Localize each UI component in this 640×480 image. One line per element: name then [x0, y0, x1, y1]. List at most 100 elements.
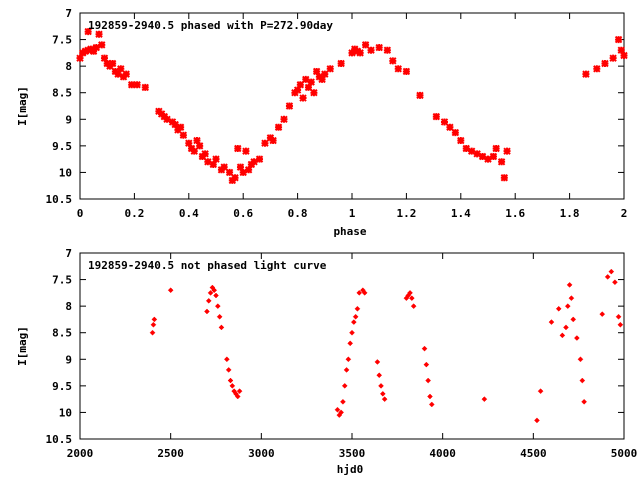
data-point	[307, 78, 315, 86]
data-point	[446, 123, 454, 131]
data-point	[478, 152, 487, 161]
data-point	[141, 83, 149, 92]
data-point	[428, 401, 435, 408]
data-point	[225, 367, 232, 373]
data-point	[608, 268, 615, 275]
data-point	[548, 319, 555, 325]
data-point	[356, 49, 364, 57]
x-tick-label: 2000	[67, 447, 94, 460]
plot-frame	[79, 12, 625, 200]
data-point	[615, 313, 622, 320]
y-ticks: 7 7.5 8 8.5 9 9.5 10 10.5	[46, 7, 624, 206]
x-tick-label: 4500	[520, 447, 547, 460]
data-point	[350, 319, 357, 325]
unphased-light-curve-panel: 7 7.5 8 8.5 9 9.5 10 10.5 2000 2500 3000 3500 4000 4…	[16, 247, 637, 476]
x-tick-label: 1.6	[505, 207, 525, 220]
data-point	[299, 94, 307, 102]
data-point	[127, 81, 136, 89]
data-point	[149, 329, 156, 336]
data-point	[489, 152, 498, 161]
data-point	[242, 147, 250, 155]
data-point	[440, 118, 449, 126]
x-tick-label: 2500	[157, 447, 184, 460]
x-tick-label: 0	[77, 207, 84, 220]
data-point	[423, 361, 430, 368]
data-point	[304, 83, 313, 92]
data-point	[345, 356, 352, 363]
y-tick-label: 7.5	[52, 274, 72, 287]
data-point	[212, 155, 220, 163]
data-point	[573, 335, 580, 341]
data-point	[334, 406, 341, 413]
data-point	[92, 43, 101, 52]
data-point	[462, 144, 470, 153]
x-ticks: 2000 2500 3000 3500 4000 4500 5000	[67, 253, 637, 460]
data-point	[389, 57, 397, 65]
x-tick-label: 0.2	[124, 207, 144, 220]
data-point	[213, 292, 219, 299]
data-point	[568, 295, 575, 302]
data-point	[617, 321, 624, 328]
data-point	[410, 303, 417, 309]
y-tick-label: 8	[65, 300, 72, 313]
y-tick-label: 7	[65, 247, 72, 260]
y-tick-label: 7.5	[52, 34, 72, 47]
data-point	[321, 70, 329, 78]
data-point	[481, 396, 488, 402]
data-point	[239, 168, 247, 177]
data-point	[171, 120, 179, 129]
plot-frame	[79, 252, 625, 440]
data-point	[383, 46, 392, 54]
x-tick-label: 1	[349, 207, 356, 220]
data-point	[176, 123, 185, 131]
x-ticks: 0 0.2 0.4 0.6 0.8 1 1.2 1.4 1.6 1.8 2	[77, 13, 627, 220]
data-point	[326, 65, 334, 73]
data-point	[207, 290, 214, 296]
data-point	[348, 49, 356, 57]
x-axis-label: phase	[333, 225, 366, 238]
data-point	[467, 147, 476, 155]
data-point	[609, 54, 617, 62]
y-tick-label: 8	[65, 60, 72, 73]
data-point	[457, 136, 465, 145]
data-point	[250, 158, 258, 166]
x-tick-label: 0.4	[179, 207, 199, 220]
data-point	[218, 324, 225, 331]
x-tick-label: 1.4	[451, 207, 471, 220]
data-point	[227, 377, 234, 384]
data-point	[234, 393, 241, 400]
data-point	[381, 396, 388, 402]
data-point	[361, 41, 370, 49]
data-point	[361, 290, 368, 296]
data-point	[201, 150, 209, 158]
data-point	[108, 59, 117, 68]
data-point	[285, 102, 294, 110]
data-point	[432, 112, 441, 121]
data-point	[193, 136, 201, 145]
x-tick-label: 4000	[429, 447, 456, 460]
data-point	[425, 377, 432, 384]
data-point	[349, 329, 355, 336]
data-point	[211, 287, 218, 294]
data-point	[151, 316, 158, 323]
data-point	[421, 345, 428, 352]
data-point	[354, 305, 361, 312]
data-point	[559, 332, 566, 339]
data-point	[76, 54, 84, 62]
data-point	[352, 313, 359, 320]
data-point	[231, 174, 239, 182]
data-points	[76, 27, 628, 185]
data-point	[229, 383, 236, 389]
data-point	[220, 163, 228, 171]
data-point	[204, 308, 210, 315]
data-point	[367, 46, 375, 54]
data-point	[340, 398, 346, 405]
data-point	[296, 81, 305, 89]
data-point	[451, 128, 460, 137]
data-point	[356, 290, 363, 296]
data-point	[204, 158, 212, 166]
data-point	[379, 390, 386, 397]
data-point	[100, 54, 109, 62]
data-point	[343, 367, 350, 373]
